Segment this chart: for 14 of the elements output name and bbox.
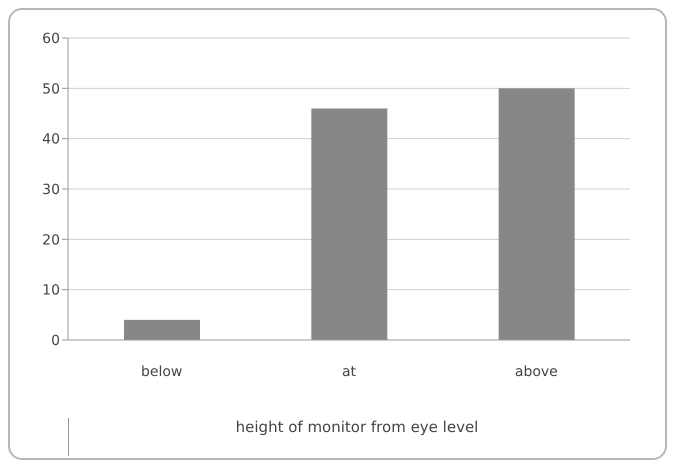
x-tick-label: below (140, 364, 182, 380)
y-tick-label: 10 (42, 282, 60, 299)
bar (498, 88, 575, 340)
x-tick-label: above (514, 364, 558, 380)
y-tick-label: 60 (42, 30, 60, 47)
y-tick-label: 0 (51, 332, 60, 349)
y-tick-label: 40 (42, 132, 60, 148)
bar (124, 320, 200, 340)
bar (311, 108, 388, 340)
y-tick-label: 20 (42, 232, 60, 248)
x-tick-label: at (342, 364, 357, 380)
y-tick-label: 50 (42, 81, 60, 98)
y-tick-label: 30 (42, 182, 60, 198)
x-axis-title: height of monitor from eye level (68, 418, 645, 456)
